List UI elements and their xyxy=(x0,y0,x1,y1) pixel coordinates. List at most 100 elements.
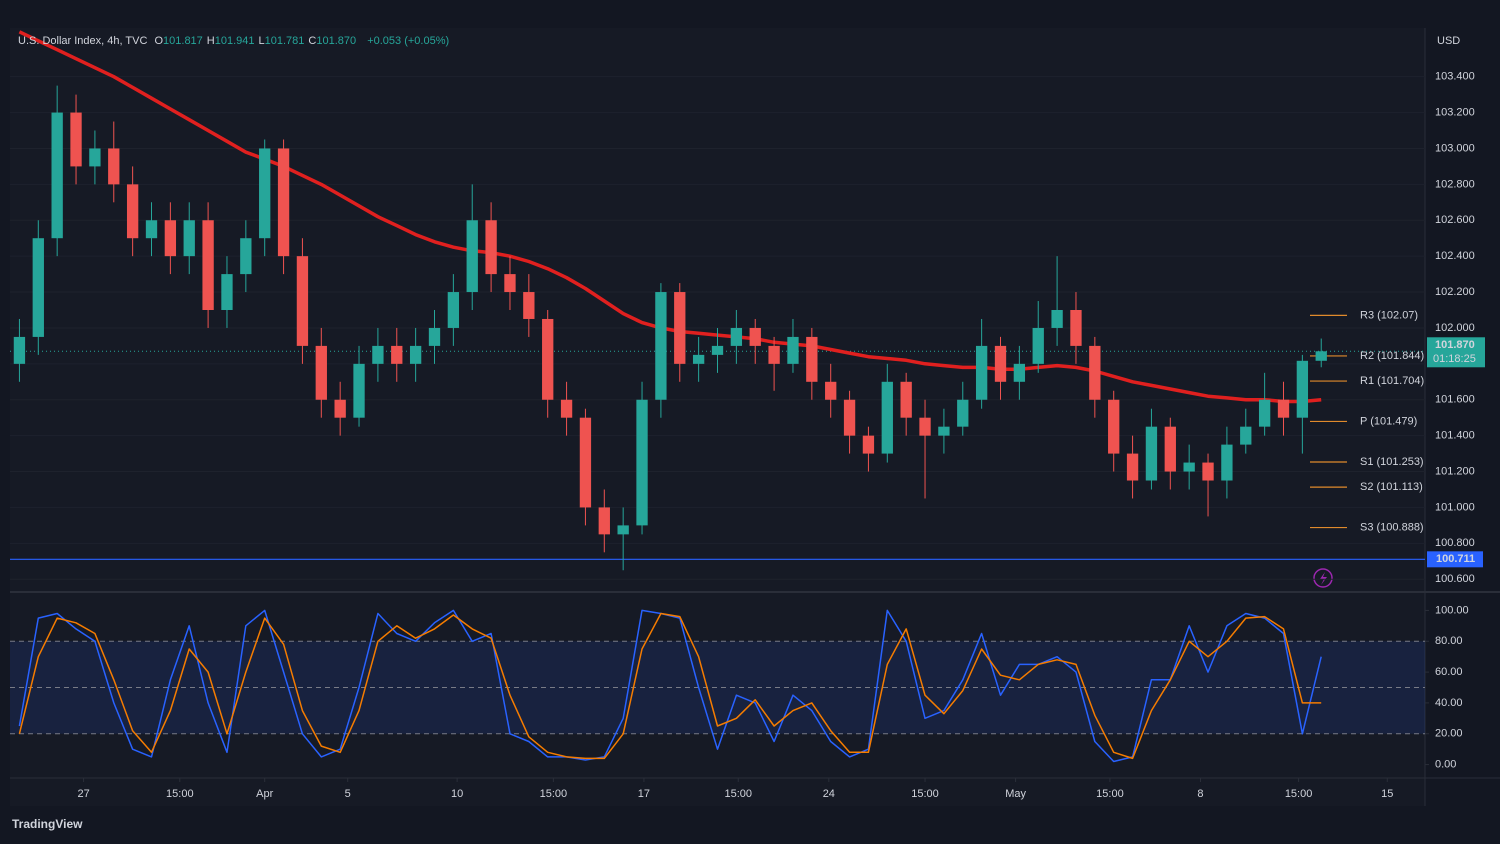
candle-body xyxy=(51,112,63,239)
symbol: U.S. Dollar Index, 4h, TVC xyxy=(18,35,148,47)
alert-icon[interactable] xyxy=(1313,568,1333,588)
candle-body xyxy=(466,220,478,293)
candle-body xyxy=(692,354,705,364)
candle-body xyxy=(994,345,1007,382)
candle-body xyxy=(1032,327,1044,364)
candle-body xyxy=(862,435,875,454)
candle-body xyxy=(957,399,969,427)
candle-body xyxy=(1013,363,1026,382)
candle-body xyxy=(1089,345,1101,400)
candle-body xyxy=(334,399,346,418)
x-tick-label: 5 xyxy=(345,788,351,800)
ohlc-key: L xyxy=(258,35,265,47)
hline-label-box xyxy=(1427,551,1483,568)
candle-body xyxy=(900,381,912,418)
candle-body xyxy=(711,345,724,355)
candle-body xyxy=(277,148,290,257)
candle-body xyxy=(126,184,139,239)
candle-body xyxy=(504,274,516,293)
x-tick-label: 15:00 xyxy=(1285,788,1313,800)
y-tick-label: 0.00 xyxy=(1435,758,1456,770)
x-tick-label: 24 xyxy=(823,788,835,800)
x-tick-label: 15 xyxy=(1381,788,1393,800)
pivot-label: R2 (101.844) xyxy=(1360,350,1424,362)
candle-body xyxy=(655,292,667,400)
candle-body xyxy=(1183,462,1195,472)
currency: USD xyxy=(1437,35,1460,47)
candle-body xyxy=(881,381,893,454)
y-tick-label: 20.00 xyxy=(1435,728,1463,740)
candle-body xyxy=(164,220,177,257)
y-tick-label: 103.400 xyxy=(1435,71,1475,83)
candle-body xyxy=(353,363,365,418)
candle-body xyxy=(825,381,837,400)
last-price-label: 101.870 xyxy=(1435,339,1475,351)
candle-body xyxy=(1051,310,1063,328)
ohlc-value: 101.941 xyxy=(214,35,255,47)
candle-body xyxy=(372,345,384,364)
candle-body xyxy=(617,525,629,535)
candle-body xyxy=(730,327,743,346)
y-tick-label: 100.00 xyxy=(1435,604,1469,616)
candle-body xyxy=(1221,444,1233,481)
candle-body xyxy=(1202,462,1214,481)
candle-body xyxy=(919,417,931,436)
candle-body xyxy=(1315,351,1327,361)
countdown: 01:18:25 xyxy=(1433,353,1476,365)
y-tick-label: 101.200 xyxy=(1435,465,1475,477)
header: U.S. Dollar Index, 4h, TVC O101.817 H101.… xyxy=(18,35,453,47)
candle-body xyxy=(523,292,535,319)
candle-body xyxy=(259,148,271,239)
y-tick-label: 103.000 xyxy=(1435,142,1475,154)
candle-body xyxy=(768,345,780,364)
candle-body xyxy=(636,399,648,526)
hline-label: 100.711 xyxy=(1436,553,1475,565)
ohlc-key: O xyxy=(154,35,164,47)
pivot-label: S3 (100.888) xyxy=(1360,521,1424,533)
pivot-label: P (101.479) xyxy=(1360,415,1417,427)
candle-body xyxy=(579,417,592,508)
candle-body xyxy=(542,318,554,400)
pivot-label: R1 (101.704) xyxy=(1360,375,1424,387)
candle-body xyxy=(843,399,856,436)
x-tick-label: Apr xyxy=(256,788,273,800)
y-tick-label: 102.000 xyxy=(1435,322,1475,334)
y-tick-label: 102.400 xyxy=(1435,250,1475,262)
x-tick-label: 27 xyxy=(77,788,89,800)
candle-body xyxy=(1126,453,1139,481)
candle-body xyxy=(1296,360,1309,418)
candle-body xyxy=(145,220,158,239)
ohlc-value: 101.781 xyxy=(264,35,305,47)
candle-body xyxy=(428,327,441,346)
ohlc-value: 101.870 xyxy=(316,35,357,47)
y-tick-label: 60.00 xyxy=(1435,666,1463,678)
change: +0.053 (+0.05%) xyxy=(367,35,450,47)
candle-body xyxy=(183,220,195,257)
y-tick-label: 101.000 xyxy=(1435,501,1475,513)
y-tick-label: 101.400 xyxy=(1435,430,1475,442)
x-tick-label: 10 xyxy=(451,788,463,800)
candle-body xyxy=(89,148,101,167)
x-tick-label: 15:00 xyxy=(540,788,568,800)
candle-body xyxy=(787,336,799,364)
moving-average xyxy=(18,30,1322,404)
candle-body xyxy=(447,292,460,328)
oscillator-line xyxy=(18,612,1322,760)
x-tick-label: May xyxy=(1005,788,1026,800)
candle-body xyxy=(240,238,252,275)
plot-background xyxy=(10,28,1425,806)
candle-body xyxy=(975,345,988,400)
pivot-label: S2 (101.113) xyxy=(1360,481,1423,493)
candle-body xyxy=(674,292,686,364)
candle-body xyxy=(70,112,82,167)
x-tick-label: 15:00 xyxy=(1096,788,1124,800)
y-tick-label: 40.00 xyxy=(1435,697,1463,709)
candle-body xyxy=(1145,426,1158,481)
candle-body xyxy=(391,345,403,364)
candle-body xyxy=(221,274,233,310)
candle-body xyxy=(749,327,761,346)
x-tick-label: 15:00 xyxy=(911,788,939,800)
candle-body xyxy=(560,399,573,418)
y-tick-label: 102.800 xyxy=(1435,178,1475,190)
